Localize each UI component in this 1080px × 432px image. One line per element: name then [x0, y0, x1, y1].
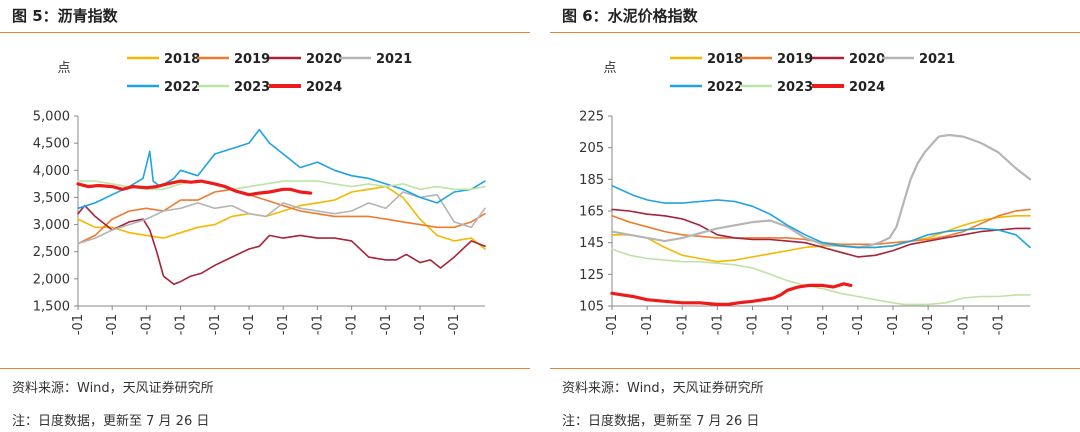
x-tick-label: 05-01 — [208, 314, 223, 336]
series-line-2022 — [77, 128, 486, 210]
legend-item-2019: 2019 — [740, 52, 813, 67]
legend-label: 2019 — [234, 52, 270, 67]
x-tick-label: 12-01 — [991, 314, 1006, 336]
y-tick-label: 165 — [579, 205, 604, 220]
x-tick-label: 10-01 — [379, 314, 394, 336]
legend-label: 2019 — [777, 52, 813, 67]
x-tick-label: 06-01 — [781, 314, 796, 336]
legend-item-2021: 2021 — [339, 52, 412, 67]
legend-item-2020: 2020 — [269, 52, 342, 67]
y-tick-label: 5,000 — [33, 110, 70, 125]
asphalt-index-panel: 图 5：沥青指数 点 2018 2019 2020 2021 2022 2023 2024 1,… — [0, 0, 530, 432]
footer-divider — [0, 368, 530, 369]
y-axis-unit-label: 点 — [603, 61, 616, 76]
legend-label: 2021 — [919, 52, 955, 67]
y-tick-label: 2,500 — [33, 245, 70, 260]
x-tick-label: 09-01 — [886, 314, 901, 336]
series-line-2019 — [77, 188, 486, 245]
y-tick-label: 125 — [579, 268, 604, 283]
legend-label: 2024 — [849, 80, 885, 95]
x-tick-label: 07-01 — [816, 314, 831, 336]
cement-price-index-panel: 图 6：水泥价格指数 点 2018 2019 2020 2021 2022 2023 2024… — [550, 0, 1080, 432]
y-tick-label: 4,000 — [33, 164, 70, 179]
series-line-2020 — [611, 208, 1031, 258]
legend-item-2023: 2023 — [740, 80, 813, 95]
legend-item-2022: 2022 — [127, 80, 200, 95]
legend-label: 2023 — [234, 80, 270, 95]
legend-label: 2023 — [777, 80, 813, 95]
legend-item-2024: 2024 — [269, 80, 342, 95]
legend-label: 2024 — [306, 80, 342, 95]
y-tick-label: 4,500 — [33, 137, 70, 152]
figure-title: 图 6：水泥价格指数 — [562, 7, 698, 25]
series-line-2022 — [611, 184, 1031, 249]
legend-item-2020: 2020 — [812, 52, 885, 67]
asphalt-index-chart: 点 2018 2019 2020 2021 2022 2023 2024 1,500 2,000 2… — [33, 52, 486, 336]
x-tick-label: 06-01 — [242, 314, 257, 336]
x-tick-label: 03-01 — [675, 314, 690, 336]
cement-price-index-chart: 点 2018 2019 2020 2021 2022 2023 2024 105 125 145 16… — [579, 52, 1032, 336]
x-tick-label: 12-01 — [447, 314, 462, 336]
legend-label: 2022 — [707, 80, 743, 95]
x-tick-label: 11-01 — [956, 314, 971, 336]
series-line-2018 — [611, 215, 1031, 263]
series-line-2020 — [77, 204, 486, 286]
legend-item-2019: 2019 — [197, 52, 270, 67]
x-tick-label: 07-01 — [276, 314, 291, 336]
legend-item-2024: 2024 — [812, 80, 885, 95]
title-divider — [550, 32, 1080, 33]
x-tick-label: 09-01 — [345, 314, 360, 336]
legend-item-2021: 2021 — [882, 52, 955, 67]
y-tick-label: 1,500 — [33, 300, 70, 315]
x-tick-label: 08-01 — [310, 314, 325, 336]
legend-label: 2020 — [306, 52, 342, 67]
x-tick-label: 01-01 — [71, 314, 86, 336]
y-tick-label: 205 — [579, 141, 604, 156]
x-tick-label: 10-01 — [921, 314, 936, 336]
legend-item-2018: 2018 — [670, 52, 743, 67]
figure-title: 图 5：沥青指数 — [12, 7, 118, 25]
legend-label: 2022 — [164, 80, 200, 95]
y-tick-label: 225 — [579, 110, 604, 125]
source-text: 资料来源：Wind，天风证券研究所 — [12, 381, 214, 396]
y-tick-label: 185 — [579, 173, 604, 188]
legend-label: 2018 — [164, 52, 200, 67]
title-divider — [0, 32, 530, 33]
series-line-2023 — [611, 248, 1031, 306]
x-tick-label: 08-01 — [851, 314, 866, 336]
series-line-2024 — [76, 179, 313, 197]
note-text: 注：日度数据，更新至 7 月 26 日 — [12, 414, 210, 429]
source-text: 资料来源：Wind，天风证券研究所 — [562, 381, 764, 396]
y-tick-label: 145 — [579, 236, 604, 251]
x-tick-label: 11-01 — [413, 314, 428, 336]
series-line-2018 — [77, 185, 486, 250]
series-line-2021 — [77, 191, 486, 245]
y-tick-label: 3,000 — [33, 218, 70, 233]
legend-item-2018: 2018 — [127, 52, 200, 67]
y-tick-label: 2,000 — [33, 272, 70, 287]
x-tick-label: 05-01 — [746, 314, 761, 336]
legend-item-2023: 2023 — [197, 80, 270, 95]
y-tick-label: 3,500 — [33, 191, 70, 206]
series-line-2021 — [610, 133, 1032, 249]
x-tick-label: 03-01 — [139, 314, 154, 336]
legend-label: 2018 — [707, 52, 743, 67]
legend-label: 2021 — [376, 52, 412, 67]
y-tick-label: 105 — [579, 300, 604, 315]
x-tick-label: 02-01 — [105, 314, 120, 336]
x-tick-label: 02-01 — [640, 314, 655, 336]
x-tick-label: 01-01 — [605, 314, 620, 336]
legend-item-2022: 2022 — [670, 80, 743, 95]
note-text: 注：日度数据，更新至 7 月 26 日 — [562, 414, 760, 429]
legend-label: 2020 — [849, 52, 885, 67]
x-tick-label: 04-01 — [710, 314, 725, 336]
footer-divider — [550, 368, 1080, 369]
x-tick-label: 04-01 — [174, 314, 189, 336]
y-axis-unit-label: 点 — [57, 61, 70, 76]
series-line-2023 — [77, 180, 486, 191]
series-line-2024 — [610, 282, 853, 306]
